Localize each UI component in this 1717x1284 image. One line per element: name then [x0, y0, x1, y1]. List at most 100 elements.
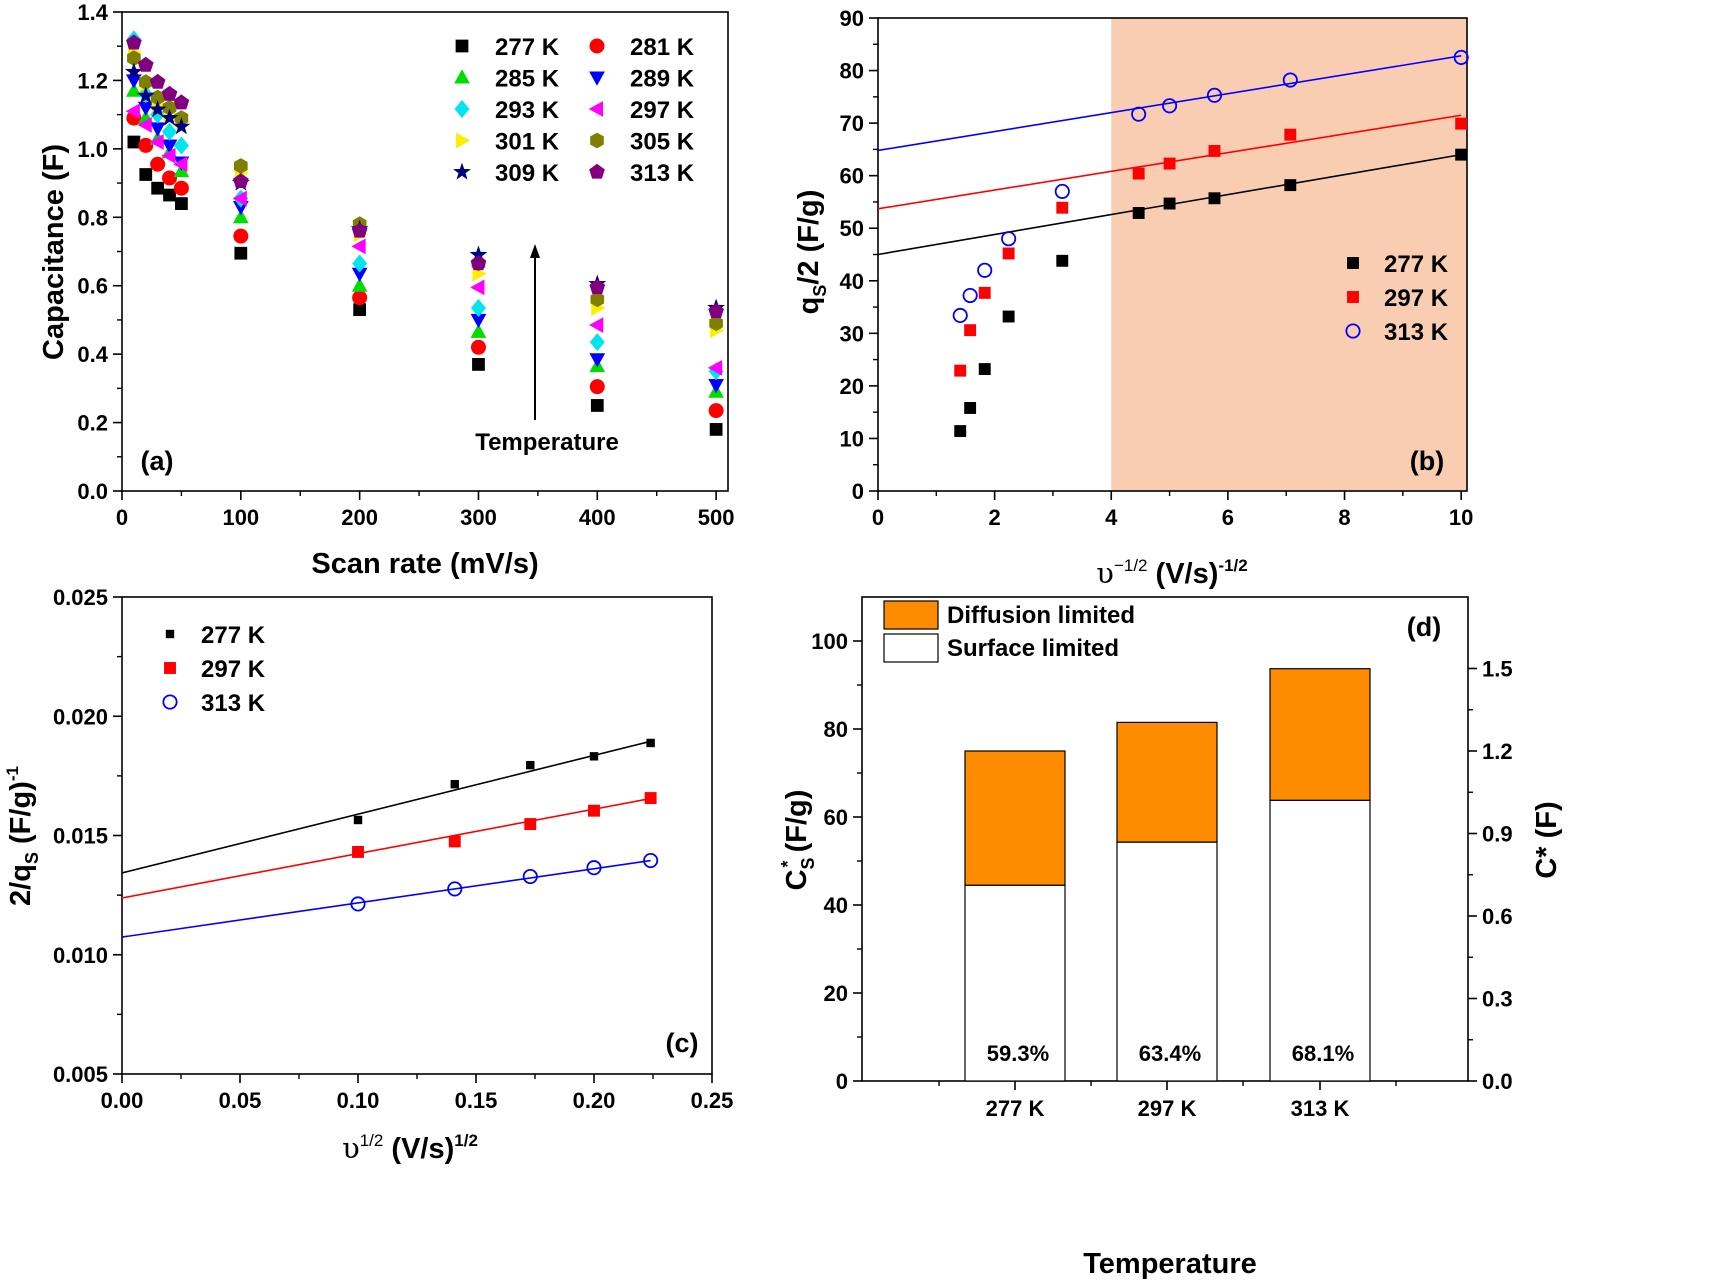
y2-tick-label: 1.2 [1482, 739, 1513, 764]
x-tick-label: 2 [989, 505, 1001, 530]
x-label-symbol: υ [342, 1131, 360, 1165]
y-tick-label: 1.4 [77, 0, 108, 25]
y-tick-label: 60 [824, 805, 848, 830]
data-point-a [470, 279, 485, 296]
y2-tick-label: 0.0 [1482, 1069, 1513, 1094]
y2-tick-label: 0.9 [1482, 822, 1513, 847]
legend-marker-a [456, 132, 471, 149]
fit-line-b [877, 55, 1462, 152]
data-point-a [173, 156, 188, 173]
y-tick-label: 30 [840, 321, 864, 346]
legend-marker-a [588, 101, 603, 117]
y-tick-label: 60 [840, 164, 864, 189]
data-point-a [353, 303, 367, 317]
legend-marker-a [589, 71, 605, 86]
y-label-tail: (F/g) [5, 781, 37, 852]
data-point-c [646, 738, 655, 748]
legend-marker-a [453, 162, 471, 180]
legend-marker-c [162, 694, 178, 710]
data-point-c [522, 868, 538, 885]
data-point-a [351, 277, 368, 292]
data-point-a [161, 147, 176, 164]
bar-surface-limited [964, 884, 1066, 1082]
panel-d-chart: 0 20 40 60 80 100 0.0 0.3 0.6 0.9 1.2 1.5 277 K 297 K… [778, 596, 1563, 1280]
data-point-a [472, 358, 485, 371]
data-point-a [470, 298, 486, 317]
data-point-b [1132, 207, 1145, 219]
data-point-a [162, 170, 178, 186]
data-point-c [350, 896, 366, 912]
y-label-subscript: S [810, 285, 830, 297]
legend-label-a: 297 K [630, 97, 695, 124]
data-point-b [1206, 87, 1223, 103]
legend-label-diffusion: Diffusion limited [947, 602, 1135, 629]
data-point-a [470, 339, 486, 355]
percent-label: 63.4% [1139, 1041, 1201, 1066]
y-tick-label: 0 [852, 479, 864, 504]
y-tick-label: 0.015 [53, 824, 108, 849]
y-tick-label: 0.2 [77, 411, 108, 436]
data-point-a [708, 378, 724, 394]
bar-surface-limited [1269, 799, 1371, 1082]
data-point-b [1163, 157, 1176, 170]
legend-marker-c [165, 629, 175, 639]
x-tick-label: 0.00 [101, 1088, 144, 1113]
data-point-a [173, 94, 190, 110]
data-point-b [954, 364, 967, 377]
data-point-a [590, 291, 605, 308]
data-point-c [588, 804, 600, 817]
x-tick-label: 0 [116, 505, 128, 530]
y-axis-label-d: CS* (F/g) [778, 790, 818, 891]
x-axis-label-a: Scan rate (mV/s) [311, 548, 538, 580]
data-point-a [149, 134, 164, 150]
x-tick-label: 200 [341, 505, 378, 530]
data-point-b [952, 307, 968, 324]
data-point-b [1282, 72, 1298, 88]
x-label-symbol: υ [1096, 556, 1114, 590]
data-point-a [136, 86, 155, 104]
data-point-b [1001, 231, 1017, 247]
x-tick-label: 10 [1449, 505, 1473, 530]
x-label-units: (V/s) [1148, 558, 1219, 590]
x-axis-label-b: υ−1/2 (V/s)-1/2 [1096, 556, 1247, 590]
data-point-b [1054, 183, 1070, 199]
data-point-a [137, 117, 152, 133]
y-label-q: q [793, 297, 825, 315]
y-tick-label: 20 [840, 374, 864, 399]
y-tick-label: 70 [840, 111, 864, 136]
data-point-b [1208, 145, 1221, 157]
data-point-c [524, 818, 537, 831]
data-point-b [1284, 128, 1297, 141]
data-point-a [137, 56, 154, 72]
data-point-a [161, 139, 178, 154]
y2-tick-label: 0.3 [1482, 987, 1513, 1012]
x-tick-label: 300 [460, 505, 497, 530]
data-point-a [124, 62, 143, 80]
data-point-a [127, 135, 141, 149]
data-point-a [469, 245, 488, 263]
data-point-b [964, 324, 977, 337]
y-tick-label: 1.0 [77, 137, 108, 162]
y-tick-label: 90 [840, 6, 864, 31]
data-point-b [1002, 247, 1015, 260]
data-point-b [978, 363, 991, 376]
legend-swatch-surface [883, 633, 939, 663]
data-point-a [173, 180, 189, 196]
data-point-a [138, 137, 154, 153]
legend-label-a: 289 K [630, 66, 695, 93]
panel-label-a: (a) [141, 446, 174, 476]
legend-label-b: 313 K [1384, 319, 1449, 346]
data-point-a [151, 181, 165, 195]
data-point-a [137, 101, 154, 117]
y-tick-label: 0 [836, 1069, 848, 1094]
data-point-a [148, 100, 167, 118]
data-point-a [589, 279, 606, 295]
y-tick-label: 0.010 [53, 943, 108, 968]
percent-label: 59.3% [987, 1041, 1049, 1066]
legend-marker-c [164, 662, 176, 674]
fit-line-c [121, 859, 651, 938]
data-point-a [589, 379, 605, 395]
data-point-a [234, 158, 248, 174]
legend-marker-b [1345, 323, 1361, 339]
